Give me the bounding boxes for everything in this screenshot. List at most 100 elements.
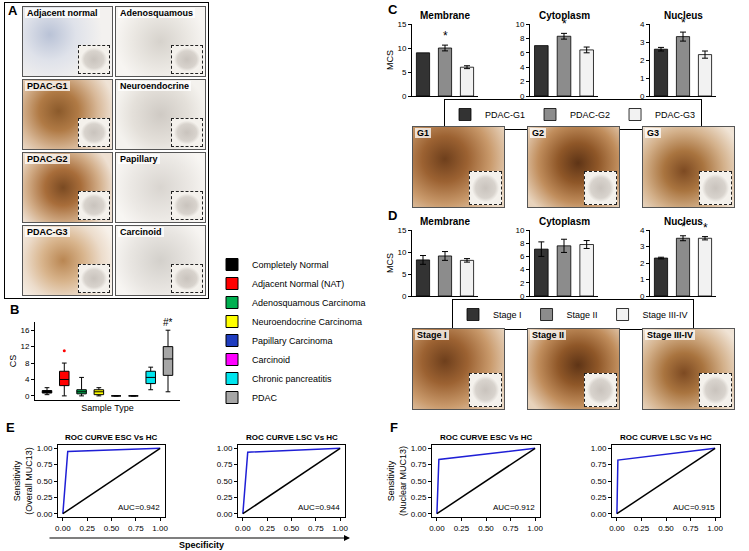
svg-text:1.00: 1.00	[591, 444, 607, 453]
svg-text:1.00: 1.00	[411, 444, 427, 453]
svg-text:*: *	[681, 220, 686, 234]
svg-text:0.25: 0.25	[591, 493, 607, 502]
svg-text:10: 10	[515, 226, 524, 235]
svg-text:PDAC-G3: PDAC-G3	[655, 110, 695, 120]
svg-text:Chronic pancreatitis: Chronic pancreatitis	[252, 374, 332, 384]
svg-text:10: 10	[397, 248, 406, 257]
svg-text:Neuroendocrine Carcinoma: Neuroendocrine Carcinoma	[252, 317, 362, 327]
svg-text:Papillary Carcinoma: Papillary Carcinoma	[252, 336, 333, 346]
svg-text:Carcinoid: Carcinoid	[252, 355, 290, 365]
svg-text:2: 2	[640, 259, 645, 268]
svg-text:0.00: 0.00	[609, 524, 625, 533]
svg-text:6: 6	[520, 252, 525, 261]
svg-text:0.25: 0.25	[259, 524, 275, 533]
svg-text:Nucleus: Nucleus	[664, 10, 703, 21]
svg-text:Adjacent Normal (NAT): Adjacent Normal (NAT)	[252, 279, 344, 289]
svg-text:Adenosquamous Carcinoma: Adenosquamous Carcinoma	[252, 298, 366, 308]
svg-text:AUC=0.944: AUC=0.944	[298, 503, 340, 512]
svg-text:0.25: 0.25	[411, 493, 427, 502]
svg-text:0.75: 0.75	[37, 460, 53, 469]
svg-text:Cytoplasm: Cytoplasm	[539, 216, 590, 227]
svg-text:Sample Type: Sample Type	[81, 403, 133, 413]
svg-text:1.00: 1.00	[527, 524, 543, 533]
svg-text:0.25: 0.25	[79, 524, 95, 533]
svg-text:PDAC-G2: PDAC-G2	[570, 110, 610, 120]
svg-text:Sensitivity(Nuclear MUC13): Sensitivity(Nuclear MUC13)	[386, 446, 408, 516]
svg-text:1.00: 1.00	[37, 444, 53, 453]
svg-text:0.50: 0.50	[591, 477, 607, 486]
svg-text:CS: CS	[8, 355, 18, 368]
svg-text:1: 1	[640, 275, 645, 284]
svg-text:MCS: MCS	[385, 50, 395, 70]
svg-text:ROC CURVE LSC Vs HC: ROC CURVE LSC Vs HC	[620, 433, 712, 442]
svg-text:AUC=0.942: AUC=0.942	[118, 503, 160, 512]
svg-text:*: *	[443, 29, 448, 43]
svg-text:0.50: 0.50	[37, 477, 53, 486]
svg-text:8: 8	[520, 239, 525, 248]
svg-text:0.50: 0.50	[217, 477, 233, 486]
svg-text:*: *	[703, 221, 708, 235]
svg-text:PDAC: PDAC	[252, 393, 278, 403]
svg-text:4: 4	[25, 375, 30, 384]
svg-text:10: 10	[515, 20, 524, 29]
svg-text:Membrane: Membrane	[420, 216, 470, 227]
svg-text:8: 8	[520, 34, 525, 43]
svg-text:0.00: 0.00	[591, 510, 607, 519]
svg-text:Stage II: Stage II	[567, 310, 598, 320]
svg-text:15: 15	[397, 226, 406, 235]
svg-text:0.00: 0.00	[37, 510, 53, 519]
svg-text:0.25: 0.25	[454, 524, 470, 533]
svg-text:10: 10	[397, 44, 406, 53]
svg-text:12: 12	[20, 342, 29, 351]
svg-text:0.00: 0.00	[55, 524, 71, 533]
svg-text:AUC=0.915: AUC=0.915	[673, 503, 715, 512]
svg-text:0.50: 0.50	[411, 477, 427, 486]
svg-text:1.00: 1.00	[707, 524, 723, 533]
svg-text:5: 5	[402, 270, 407, 279]
svg-text:Cytoplasm: Cytoplasm	[539, 10, 590, 21]
svg-text:0.00: 0.00	[235, 524, 251, 533]
svg-text:0.00: 0.00	[217, 510, 233, 519]
svg-text:0.75: 0.75	[411, 460, 427, 469]
svg-text:0.75: 0.75	[591, 460, 607, 469]
svg-text:2: 2	[640, 56, 645, 65]
svg-text:0.50: 0.50	[658, 524, 674, 533]
svg-text:0.50: 0.50	[284, 524, 300, 533]
svg-text:Sensitivity(Overall MUC13): Sensitivity(Overall MUC13)	[12, 447, 34, 515]
svg-text:#*: #*	[163, 317, 173, 328]
svg-text:Nucleus: Nucleus	[664, 216, 703, 227]
svg-text:0.50: 0.50	[104, 524, 120, 533]
svg-text:5: 5	[402, 68, 407, 77]
svg-text:4: 4	[640, 20, 645, 29]
svg-text:2: 2	[520, 77, 525, 86]
svg-text:8: 8	[25, 359, 30, 368]
svg-text:*: *	[562, 17, 567, 31]
svg-text:3: 3	[640, 242, 645, 251]
svg-text:0.75: 0.75	[503, 524, 519, 533]
svg-text:1.00: 1.00	[152, 524, 168, 533]
svg-text:15: 15	[397, 20, 406, 29]
svg-text:ROC CURVE ESC Vs HC: ROC CURVE ESC Vs HC	[65, 433, 158, 442]
svg-text:*: *	[681, 16, 686, 30]
svg-text:0.75: 0.75	[683, 524, 699, 533]
svg-text:Stage III-IV: Stage III-IV	[643, 310, 688, 320]
svg-text:1: 1	[640, 74, 645, 83]
svg-text:6: 6	[520, 49, 525, 58]
svg-text:1.00: 1.00	[332, 524, 348, 533]
svg-text:0.75: 0.75	[308, 524, 324, 533]
svg-text:4: 4	[520, 265, 525, 274]
svg-text:4: 4	[520, 63, 525, 72]
svg-text:ROC CURVE ESC Vs HC: ROC CURVE ESC Vs HC	[440, 433, 533, 442]
svg-text:2: 2	[520, 279, 525, 288]
svg-text:4: 4	[640, 226, 645, 235]
svg-text:PDAC-G1: PDAC-G1	[485, 110, 525, 120]
svg-text:16: 16	[20, 326, 29, 335]
svg-text:0.00: 0.00	[429, 524, 445, 533]
svg-text:ROC CURVE LSC Vs HC: ROC CURVE LSC Vs HC	[246, 433, 338, 442]
svg-text:Stage I: Stage I	[493, 310, 522, 320]
svg-text:0: 0	[25, 392, 30, 401]
svg-text:Membrane: Membrane	[420, 10, 470, 21]
svg-text:0.75: 0.75	[128, 524, 144, 533]
svg-text:Specificity: Specificity	[179, 540, 224, 550]
svg-text:0.50: 0.50	[478, 524, 494, 533]
